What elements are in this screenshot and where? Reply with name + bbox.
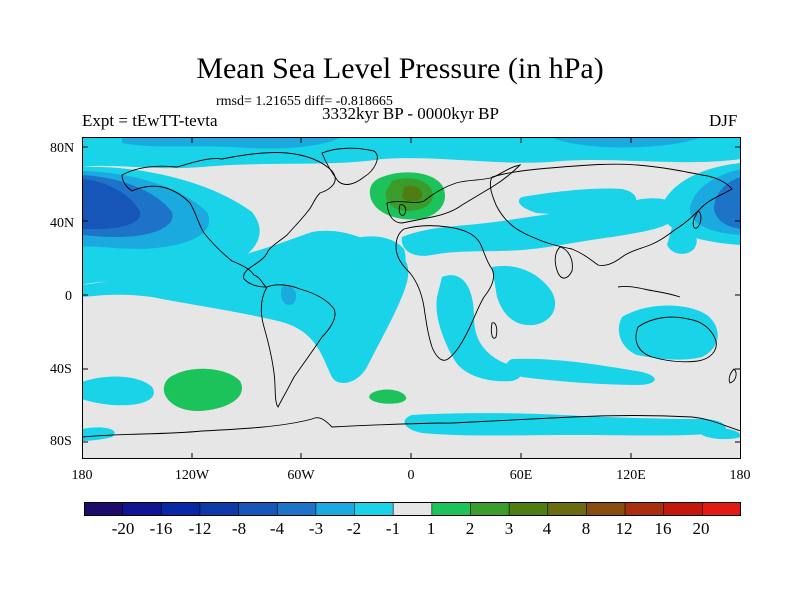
coast-greenland bbox=[321, 147, 378, 185]
field-north-atlantic-olive bbox=[402, 185, 423, 202]
colorbar-cell bbox=[199, 502, 240, 516]
field-south-atlantic-green bbox=[369, 389, 407, 404]
plot-title: Mean Sea Level Pressure (in hPa) bbox=[196, 52, 604, 85]
field-asia-cyan bbox=[518, 188, 637, 215]
colorbar-label: -8 bbox=[231, 519, 247, 538]
colorbar-cell bbox=[392, 502, 433, 516]
stats-label: rmsd= 1.21655 diff= -0.818665 bbox=[216, 94, 393, 109]
period-label: 3332kyr BP - 0000kyr BP bbox=[322, 104, 499, 123]
colorbar-label: -2 bbox=[346, 519, 362, 538]
lat-label-0: 0 bbox=[65, 289, 72, 304]
coast-madagascar bbox=[490, 322, 498, 339]
field-epacific-mid bbox=[714, 177, 741, 229]
field-indian-cyan bbox=[492, 266, 556, 326]
colorbar-label: -1 bbox=[385, 519, 401, 538]
field-africa-cyan bbox=[436, 275, 521, 382]
lat-label-80n: 80N bbox=[50, 141, 75, 156]
colorbar-cell bbox=[160, 502, 201, 516]
colorbar-cell bbox=[663, 502, 704, 516]
colorbar-label: 16 bbox=[654, 519, 672, 538]
lon-label-120w: 120W bbox=[174, 468, 210, 483]
colorbar-cell bbox=[315, 502, 356, 516]
colorbar-cell bbox=[354, 502, 394, 516]
colorbar-label: -16 bbox=[149, 519, 173, 538]
coast-asia bbox=[489, 163, 733, 266]
field-pacific-tiny bbox=[281, 286, 297, 306]
field-australia-cyan bbox=[618, 305, 718, 360]
field-southeast-cyan bbox=[506, 358, 655, 385]
coast-india bbox=[554, 246, 573, 279]
coast-new-zealand bbox=[728, 368, 737, 384]
field-asia-cyan-2 bbox=[667, 226, 697, 254]
colorbar-cell bbox=[276, 502, 317, 516]
colorbar bbox=[84, 502, 741, 516]
colorbar-cell bbox=[84, 502, 124, 516]
axis-ticks bbox=[82, 137, 741, 459]
lon-label-120e: 120E bbox=[616, 468, 646, 483]
colorbar-label: -3 bbox=[308, 519, 324, 538]
colorbar-label: 4 bbox=[542, 519, 552, 538]
colorbar-label: 12 bbox=[615, 519, 633, 538]
colorbar-label: 3 bbox=[504, 519, 514, 538]
field-antarctic-right bbox=[702, 428, 741, 440]
field-npacific-dark bbox=[82, 179, 141, 229]
coast-japan bbox=[692, 210, 702, 229]
lon-label-0: 0 bbox=[407, 468, 415, 483]
pressure-map bbox=[82, 137, 741, 459]
colorbar-label: -12 bbox=[188, 519, 212, 538]
coast-uk bbox=[398, 204, 407, 216]
coast-antarctica bbox=[82, 415, 741, 438]
lon-label-60e: 60E bbox=[509, 468, 533, 483]
field-arctic-blue bbox=[122, 137, 342, 149]
experiment-label: Expt = tEwTT-tevta bbox=[82, 111, 218, 130]
field-pacific-central-cyan bbox=[324, 247, 353, 283]
coast-indonesia bbox=[617, 286, 681, 298]
field-arctic-blue-east bbox=[552, 137, 702, 148]
field-antarctic-left bbox=[82, 427, 115, 441]
lat-label-80s: 80S bbox=[50, 434, 72, 449]
colorbar-cell bbox=[508, 502, 549, 516]
colorbar-label: 8 bbox=[581, 519, 591, 538]
lon-label-180e: 180 bbox=[729, 468, 751, 483]
lat-label-40s: 40S bbox=[50, 362, 72, 377]
colorbar-cell bbox=[586, 502, 626, 516]
colorbar-label: -20 bbox=[111, 519, 135, 538]
season-label: DJF bbox=[709, 111, 738, 130]
colorbar-cell bbox=[122, 502, 163, 516]
colorbar-label: 20 bbox=[692, 519, 710, 538]
field-antarctic-cyan bbox=[404, 413, 726, 436]
coast-europe bbox=[386, 164, 522, 224]
colorbar-cell bbox=[702, 502, 741, 516]
colorbar-cell bbox=[624, 502, 665, 516]
lat-label-40n: 40N bbox=[50, 216, 75, 231]
colorbar-cell bbox=[470, 502, 510, 516]
coastlines bbox=[82, 147, 741, 438]
field-southern-cyan bbox=[82, 376, 154, 406]
field-atlantic-cyan bbox=[346, 236, 406, 278]
colorbar-label: 2 bbox=[465, 519, 475, 538]
colorbar-cell bbox=[238, 502, 279, 516]
colorbar-label: 1 bbox=[426, 519, 436, 538]
coast-africa bbox=[395, 225, 495, 361]
colorbar-label: -4 bbox=[269, 519, 285, 538]
coast-australia bbox=[635, 316, 717, 363]
colorbar-cell bbox=[547, 502, 588, 516]
anomaly-fields bbox=[82, 137, 741, 441]
lon-label-60w: 60W bbox=[287, 468, 315, 483]
colorbar-cell bbox=[431, 502, 472, 516]
coast-north-america bbox=[121, 152, 336, 288]
field-south-pacific-green bbox=[163, 368, 243, 412]
coast-south-america bbox=[260, 284, 336, 408]
lon-label-180w: 180 bbox=[71, 468, 93, 483]
